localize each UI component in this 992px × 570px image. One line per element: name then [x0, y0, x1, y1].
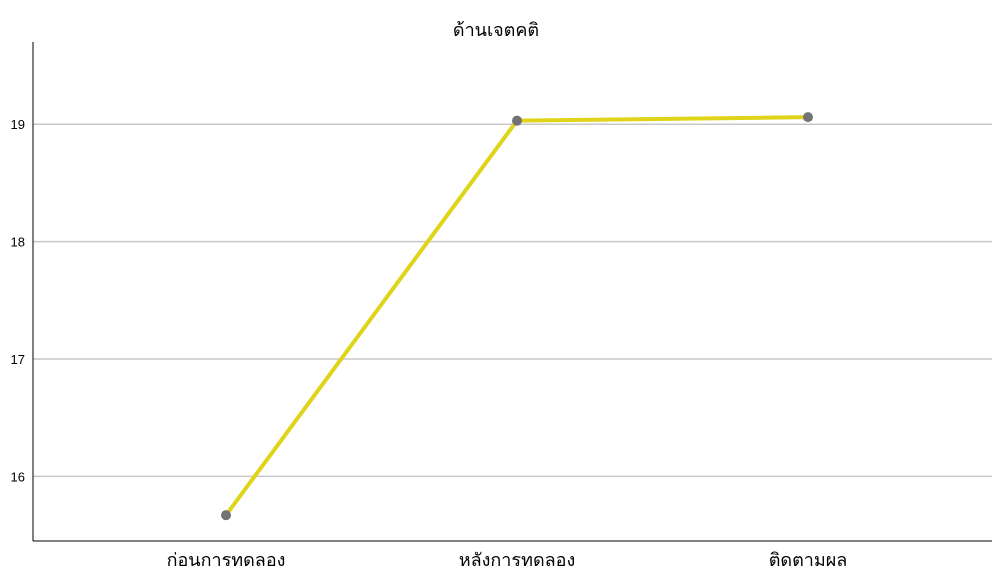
series-line [224, 115, 810, 518]
data-point [221, 510, 231, 521]
gridlines [33, 123, 992, 478]
x-tick-label: หลังการทดลอง [459, 550, 576, 570]
y-tick-label: 18 [11, 235, 25, 250]
series-line-0 [224, 115, 810, 518]
chart-title: ด้านเจตคติ [453, 20, 539, 41]
x-tick-label: ติดตามผล [769, 550, 848, 570]
y-tick-labels: 16 17 18 19 [11, 117, 25, 484]
y-tick-label: 19 [11, 117, 25, 132]
x-tick-labels: ก่อนการทดลอง หลังการทดลอง ติดตามผล [167, 550, 848, 570]
y-tick-label: 16 [11, 469, 25, 484]
y-tick-label: 17 [11, 352, 25, 367]
data-markers [221, 112, 813, 521]
x-tick-label: ก่อนการทดลอง [167, 550, 286, 570]
data-point [803, 112, 813, 123]
data-point [512, 115, 522, 126]
